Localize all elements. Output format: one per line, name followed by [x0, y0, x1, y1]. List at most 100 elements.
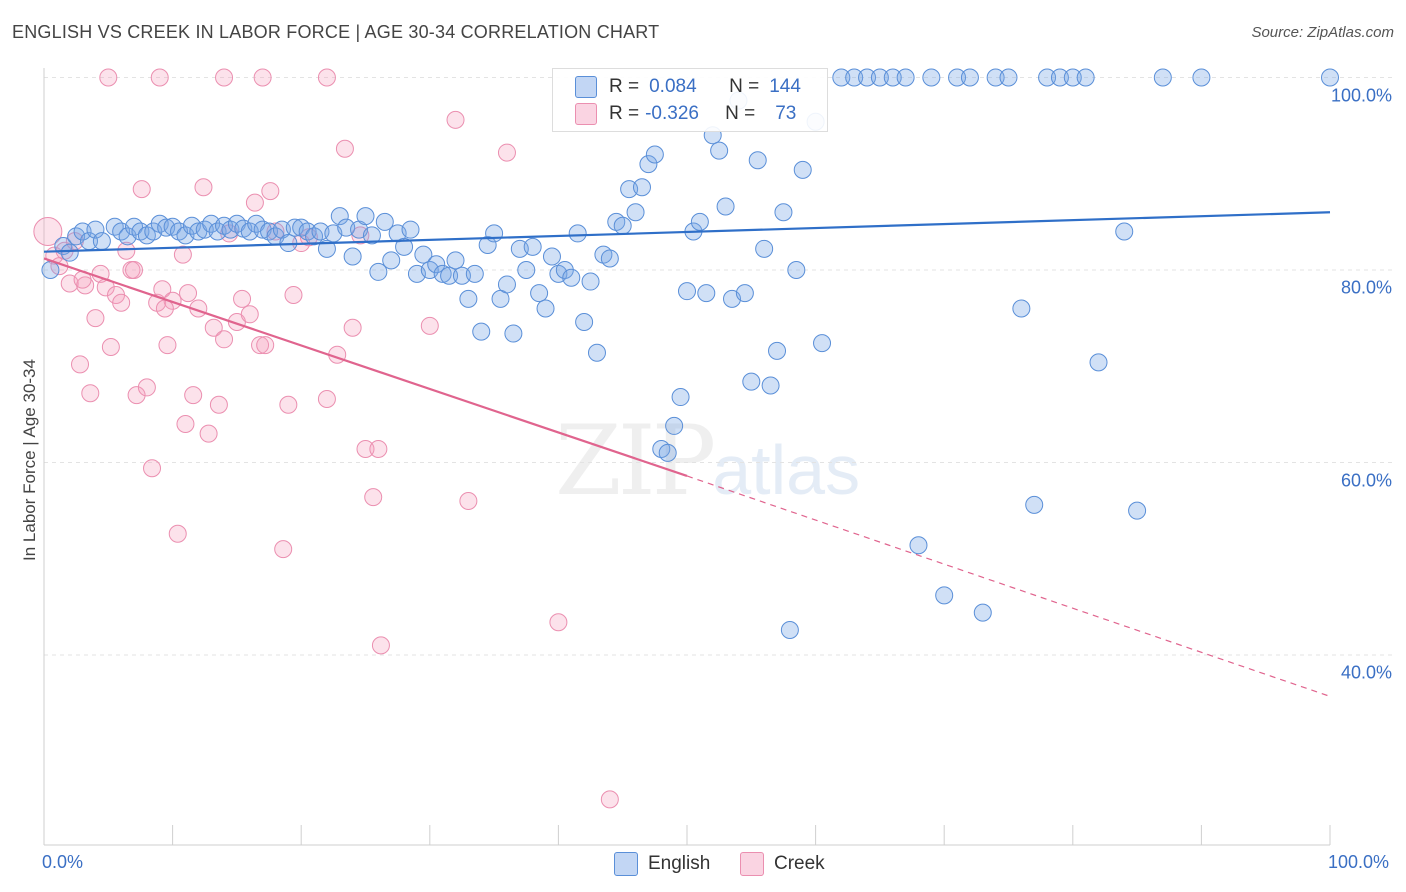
english-point	[382, 251, 401, 270]
english-point	[1153, 68, 1172, 87]
creek-point	[335, 139, 354, 158]
source-label: Source: ZipAtlas.com	[1251, 24, 1394, 41]
english-point	[671, 388, 690, 407]
creek-point	[261, 182, 280, 201]
y-axis-label: In Labor Force | Age 30-34	[20, 359, 39, 561]
english-point	[472, 322, 491, 341]
english-point	[935, 586, 954, 605]
english-point	[1321, 68, 1339, 87]
creek-swatch	[575, 103, 597, 125]
english-point	[1128, 501, 1147, 520]
english-point	[427, 255, 446, 274]
creek-point	[71, 355, 90, 374]
english-point	[1050, 68, 1069, 87]
legend-row-english: R = 0.084 N = 144	[575, 75, 801, 99]
creek-point	[204, 318, 223, 337]
creek-point	[233, 289, 252, 308]
english-point	[362, 226, 381, 245]
english-point	[600, 249, 619, 268]
stats-legend: R = 0.084 N = 144 R = -0.326 N = 73	[552, 68, 828, 132]
english-point	[774, 203, 793, 222]
english-point	[832, 68, 851, 87]
creek-point	[117, 241, 136, 260]
english-point	[530, 284, 549, 303]
english-point	[632, 178, 651, 197]
english-point	[485, 224, 504, 243]
english-point	[497, 275, 516, 294]
english-point	[761, 376, 780, 395]
creek-point	[101, 338, 120, 356]
creek-point	[81, 384, 100, 403]
english-point	[870, 68, 889, 87]
english-point	[909, 536, 928, 555]
y-tick-label-40: 40.0%	[1340, 662, 1392, 683]
creek-point	[99, 68, 118, 87]
creek-point	[155, 299, 174, 318]
x-tick-label-min: 0.0%	[42, 852, 84, 872]
creek-point	[274, 540, 293, 559]
english-point	[41, 261, 60, 279]
english-point	[414, 245, 433, 264]
english-point	[1089, 353, 1108, 372]
english-point	[793, 160, 812, 179]
english-point	[542, 247, 561, 266]
english-point	[369, 262, 388, 281]
english-point	[858, 68, 877, 87]
x-tick-label-max: 100.0%	[1328, 852, 1390, 872]
creek-point	[369, 440, 388, 459]
creek-trend-line	[43, 257, 688, 478]
english-point	[883, 68, 902, 87]
creek-point	[253, 68, 272, 87]
creek-n-value: 73	[775, 103, 797, 124]
english-point	[343, 247, 362, 266]
english-point	[568, 224, 587, 243]
legend-creek-label: Creek	[774, 853, 825, 874]
creek-point	[497, 143, 516, 162]
legend-english-label: English	[648, 853, 711, 874]
english-point	[813, 334, 832, 353]
english-point	[986, 68, 1005, 87]
english-point	[922, 68, 941, 87]
english-point	[395, 237, 414, 256]
creek-point	[215, 68, 234, 87]
grid	[44, 77, 1392, 656]
english-points	[41, 68, 1339, 639]
english-point	[356, 207, 375, 226]
english-point	[690, 212, 709, 231]
english-point	[658, 443, 677, 462]
english-n-value: 144	[769, 76, 801, 97]
creek-point	[446, 110, 465, 129]
creek-point	[317, 68, 336, 87]
creek-point	[343, 318, 362, 337]
english-point	[1115, 222, 1134, 241]
english-point	[613, 216, 632, 235]
english-point	[845, 68, 864, 87]
english-point	[575, 312, 594, 331]
creek-point	[194, 178, 213, 197]
english-point	[999, 68, 1018, 87]
creek-point	[199, 424, 218, 443]
english-point	[639, 155, 658, 174]
creek-point	[245, 193, 264, 212]
y-tick-label-100: 100.0%	[1330, 85, 1392, 105]
english-point	[523, 237, 542, 256]
creek-point	[33, 217, 63, 246]
english-point	[1192, 68, 1211, 87]
creek-point	[600, 790, 619, 809]
english-point	[446, 251, 465, 270]
english-swatch	[575, 76, 597, 98]
english-point	[330, 207, 349, 226]
english-r-value: 0.084	[649, 76, 697, 97]
english-point	[433, 264, 452, 283]
english-point	[478, 235, 497, 254]
english-point	[555, 261, 574, 279]
english-point	[459, 289, 478, 308]
english-point	[1038, 68, 1057, 87]
creek-r-value: -0.326	[645, 103, 699, 124]
english-point	[86, 220, 105, 239]
creek-point	[173, 245, 192, 264]
english-point	[465, 264, 484, 283]
english-point	[748, 151, 767, 170]
creek-point	[251, 336, 270, 355]
english-point	[678, 282, 696, 301]
